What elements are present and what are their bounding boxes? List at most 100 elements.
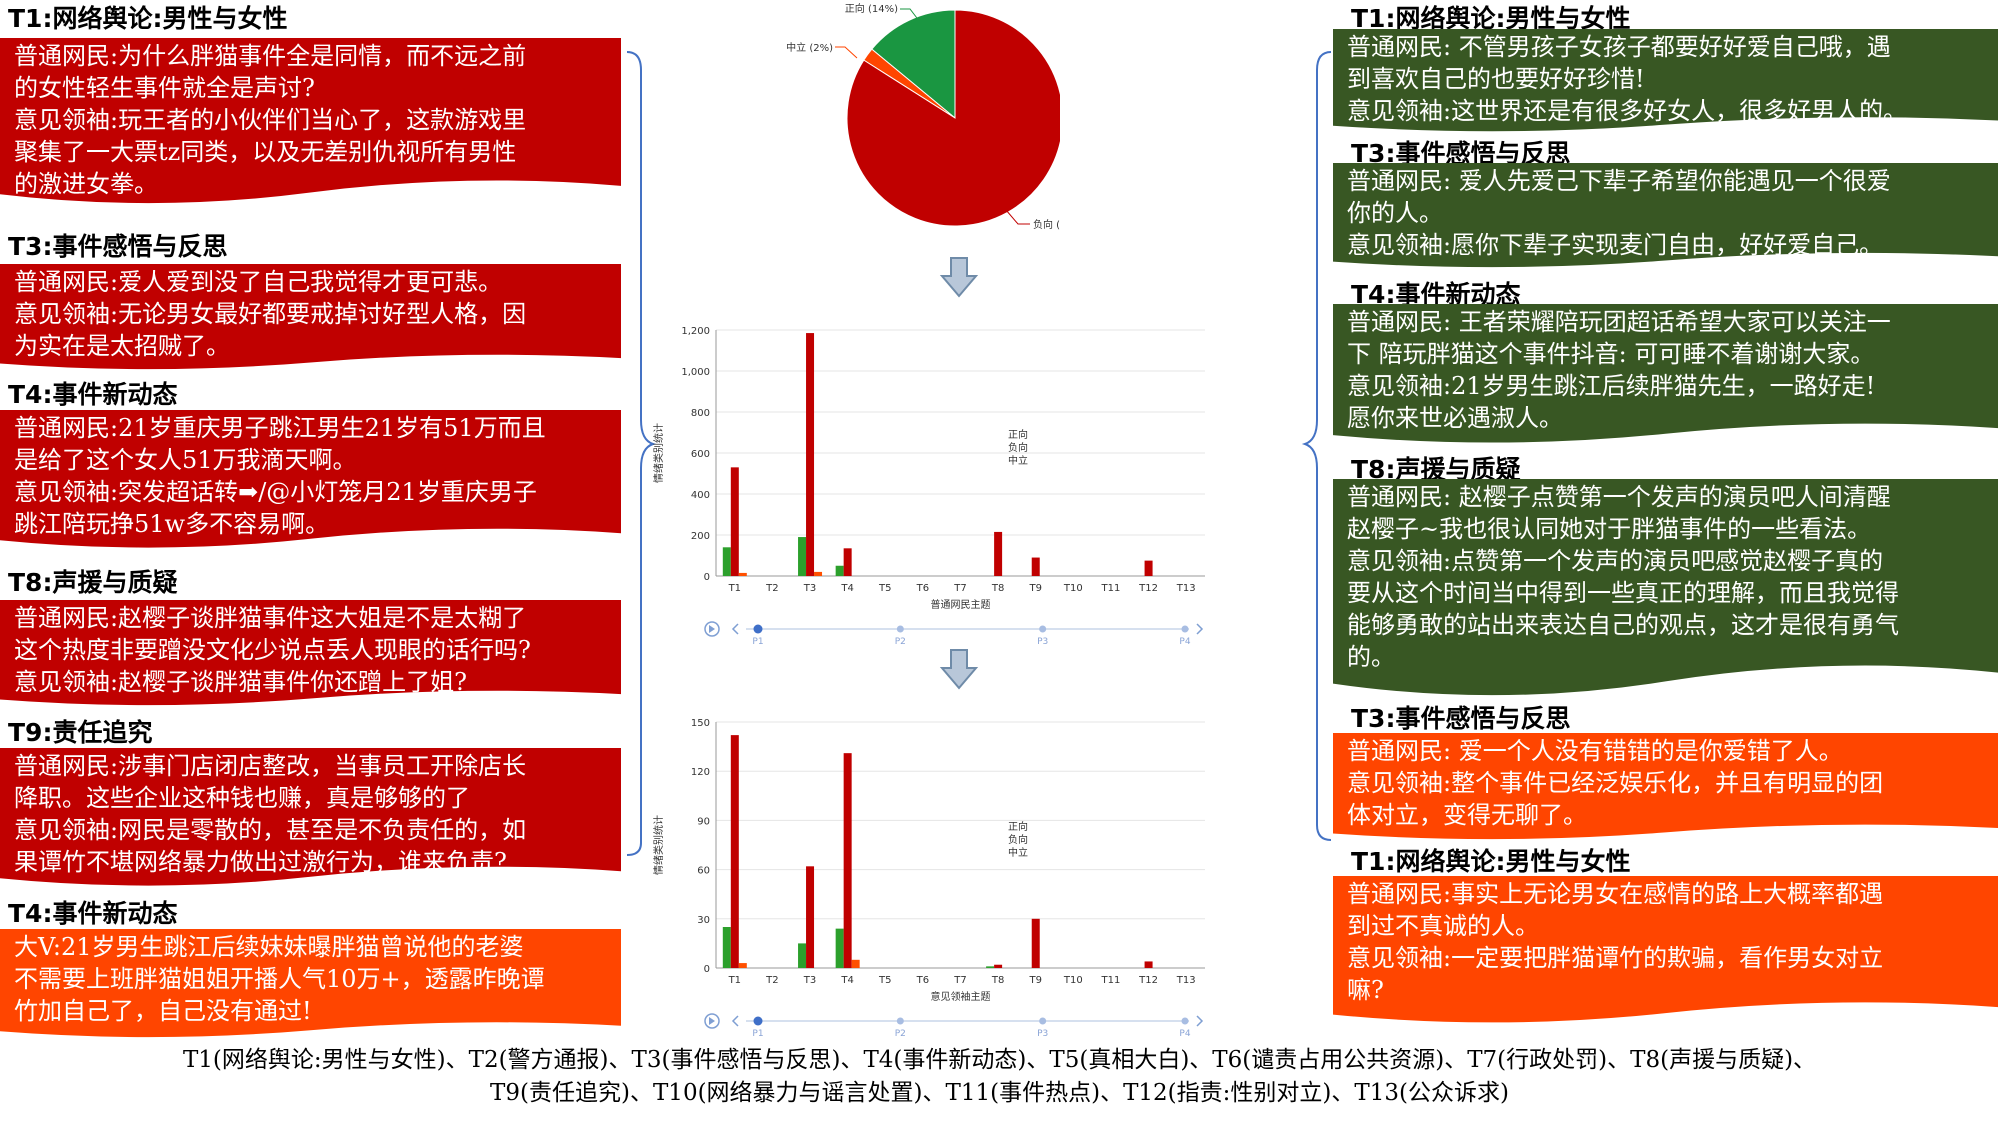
x-tick-label: T5	[878, 583, 891, 594]
card-line: 不需要上班胖猫姐姐开播人气10万+，透露昨晚谭	[14, 965, 545, 993]
bar-正向-T8	[986, 966, 995, 968]
card-line: 为实在是太招贼了。	[14, 332, 230, 360]
right-bracket	[1301, 51, 1332, 841]
timeline-label: P1	[752, 637, 763, 647]
y-tick-label: 0	[704, 964, 710, 975]
card-title: T3:事件感悟与反思	[1351, 704, 1571, 733]
timeline-point	[1039, 1017, 1047, 1025]
x-tick-label: T8	[991, 583, 1004, 594]
card-line: 普通网民: 爱人先爱己下辈子希望你能遇见一个很爱	[1347, 167, 1891, 195]
card-body: 普通网民: 不管男孩子女孩子都要好好爱自己哦，遇 到喜欢自己的也要好好珍惜! 意见领…	[1333, 29, 1998, 127]
card-background	[1333, 733, 1998, 840]
card-background	[0, 748, 621, 886]
card-line: 意见领袖:点赞第一个发声的演员吧感觉赵樱子真的	[1347, 547, 1884, 575]
timeline-point	[1039, 625, 1047, 633]
card-line: 意见领袖:21岁男生跳江后续胖猫先生，一路好走!	[1347, 372, 1876, 400]
y-tick-label: 60	[697, 866, 710, 877]
card-line: 要从这个时间当中得到一些真正的理解，而且我觉得	[1347, 579, 1899, 607]
timeline-label: P2	[895, 637, 906, 647]
x-tick-label: T10	[1063, 975, 1083, 986]
x-tick-label: T3	[803, 583, 816, 594]
card-line: 意见领袖:整个事件已经泛娱乐化，并且有明显的团	[1347, 769, 1884, 797]
bar-正向-T4	[835, 565, 844, 576]
card-line: 意见领袖:突发超话转➡/@小灯笼月21岁重庆男子	[14, 478, 537, 506]
timeline-point	[896, 625, 904, 633]
y-tick-label: 150	[691, 718, 710, 729]
bar-负向-T9	[1031, 557, 1040, 576]
card-line: 普通网民:赵樱子谈胖猫事件这大姐是不是太糊了	[14, 604, 527, 632]
card-title: T1:网络舆论:男性与女性	[8, 4, 288, 33]
right-card-2: T3:事件感悟与反思 普通网民: 爱人先爱己下辈子希望你能遇见一个很爱 你的人。 意见…	[1333, 137, 1998, 269]
card-line: 意见领袖:无论男女最好都要戒掉讨好型人格，因	[14, 300, 527, 328]
card-body: 普通网民: 王者荣耀陪玩团超话希望大家可以关注一下 陪玩胖猫这个事件抖音: 可可…	[1333, 304, 1998, 434]
right-card-4: T8:声援与质疑 普通网民: 赵樱子点赞第一个发声的演员吧人间清醒 赵樱子~我也很认…	[1333, 453, 1998, 699]
pie-label-negative: 负向 (84%)	[1033, 218, 1060, 231]
x-tick-label: T5	[878, 975, 891, 986]
legend-label-负向: 负向	[1008, 441, 1028, 454]
card-line: 意见领袖:愿你下辈子实现麦门自由，好好爱自己。	[1347, 231, 1884, 259]
x-tick-label: T4	[840, 975, 853, 986]
timeline-label: P1	[752, 1029, 763, 1039]
bar-中立-T1	[738, 963, 747, 968]
card-background	[0, 600, 621, 706]
card-line: 普通网民:为什么胖猫事件全是同情，而不远之前	[14, 42, 527, 70]
y-axis-label: 情绪类别统计	[652, 815, 665, 875]
card-line: 聚集了一大票tz同类，以及无差别仇视所有男性	[14, 138, 517, 166]
card-line: 大V:21岁男生跳江后续妹妹曝胖猫曾说他的老婆	[14, 933, 524, 961]
left-card-2: T3:事件感悟与反思 普通网民:爱人爱到没了自己我觉得才更可悲。 意见领袖:无论男女…	[0, 230, 621, 371]
bar-负向-T12	[1144, 961, 1153, 968]
card-background	[1333, 304, 1998, 443]
card-title: T4:事件新动态	[8, 899, 178, 928]
card-line: 嘛?	[1347, 976, 1384, 1004]
card-body: 普通网民: 爱一个人没有错错的是你爱错了人。 意见领袖:整个事件已经泛娱乐化，并且…	[1333, 733, 1998, 831]
x-tick-label: T7	[953, 975, 966, 986]
card-line: 意见领袖:玩王者的小伙伴们当心了，这款游戏里	[14, 106, 527, 134]
card-line: 体对立，变得无聊了。	[1347, 801, 1587, 829]
timeline-label: P4	[1179, 1029, 1190, 1039]
bar-负向-T3	[806, 866, 815, 968]
timeline-point	[1181, 625, 1189, 633]
card-body: 普通网民:21岁重庆男子跳江男生21岁有51万而且 是给了这个女人51万我滴天啊。…	[0, 410, 621, 540]
x-tick-label: T10	[1063, 583, 1083, 594]
left-card-1: T1:网络舆论:男性与女性普通网民:为什么胖猫事件全是同情，而不远之前 的女性轻生…	[0, 2, 621, 206]
bar-负向-T9	[1031, 918, 1040, 968]
x-tick-label: T2	[765, 975, 778, 986]
card-line: 你的人。	[1347, 199, 1443, 227]
y-tick-label: 1,200	[681, 326, 710, 337]
card-title: T3:事件感悟与反思	[8, 232, 228, 261]
play-icon	[704, 1013, 720, 1029]
x-tick-label: T13	[1176, 975, 1196, 986]
timeline-point	[1181, 1017, 1189, 1025]
right-card-1: T1:网络舆论:男性与女性 普通网民: 不管男孩子女孩子都要好好爱自己哦，遇 到喜欢…	[1333, 2, 1998, 133]
legend-label-正向: 正向	[1008, 820, 1028, 833]
x-tick-label: T9	[1028, 975, 1041, 986]
card-background	[0, 929, 621, 1038]
bar-chart-netizens: 0 200 400 600 800 1,000 1,200 情绪类别统计 T1 T2 T3 T4 T5 T…	[652, 326, 1205, 647]
card-title: T1:网络舆论:男性与女性	[1351, 4, 1631, 33]
pie-slice	[846, 9, 1060, 227]
play-icon-triangle	[709, 625, 715, 633]
left-card-4: T8:声援与质疑 普通网民:赵樱子谈胖猫事件这大姐是不是太糊了 这个热度非要蹭没文化…	[0, 566, 621, 707]
left-card-5: T9:责任追究 普通网民:涉事门店闭店整改，当事员工开除店长 降职。这些企业这种钱也…	[0, 716, 621, 888]
timeline-label: P3	[1037, 1029, 1048, 1039]
x-tick-label: T13	[1176, 583, 1196, 594]
timeline-point	[753, 624, 763, 634]
x-tick-label: T8	[991, 975, 1004, 986]
card-line: 意见领袖:这世界还是有很多好女人，很多好男人的。	[1347, 97, 1908, 125]
card-title: T1:网络舆论:男性与女性	[1351, 847, 1631, 876]
x-axis-label: 普通网民主题	[931, 598, 991, 611]
x-axis-label: 意见领袖主题	[931, 990, 991, 1003]
card-line: 普通网民: 王者荣耀陪玩团超话希望大家可以关注一	[1347, 308, 1891, 336]
card-body: 普通网民:为什么胖猫事件全是同情，而不远之前 的女性轻生事件就全是声讨? 意见领袖:…	[0, 38, 621, 200]
bar-负向-T4	[843, 753, 852, 968]
prev-icon	[731, 1015, 739, 1027]
bar-负向-T4	[843, 548, 852, 576]
x-tick-label: T1	[728, 975, 741, 986]
card-line: 普通网民:涉事门店闭店整改，当事员工开除店长	[14, 752, 527, 780]
down-arrow-2-icon	[939, 649, 979, 690]
next-icon	[1196, 1015, 1204, 1027]
card-line: 到过不真诚的人。	[1347, 912, 1539, 940]
card-line: 的激进女拳。	[14, 170, 158, 198]
bar-正向-T3	[798, 537, 807, 576]
bar-中立-T4	[851, 959, 860, 968]
